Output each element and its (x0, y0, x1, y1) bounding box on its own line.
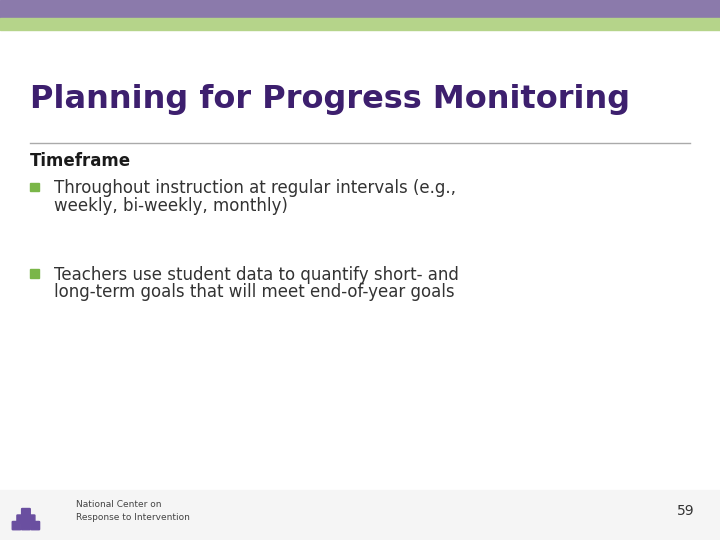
Bar (30, 183, 39, 191)
Text: Teachers use student data to quantify short- and: Teachers use student data to quantify sh… (54, 266, 459, 284)
Bar (0, 18, 720, 30)
Text: National Center on
Response to Intervention: National Center on Response to Intervent… (76, 500, 189, 522)
Bar (0, 0, 720, 18)
FancyBboxPatch shape (22, 522, 30, 530)
FancyBboxPatch shape (12, 522, 21, 530)
FancyBboxPatch shape (22, 509, 30, 517)
FancyBboxPatch shape (26, 515, 35, 523)
Bar (30, 269, 39, 278)
Text: Throughout instruction at regular intervals (e.g.,: Throughout instruction at regular interv… (54, 179, 456, 197)
Text: long-term goals that will meet end-of-year goals: long-term goals that will meet end-of-ye… (54, 283, 454, 301)
Text: Timeframe: Timeframe (30, 152, 131, 170)
Bar (0, 490, 720, 540)
Text: Planning for Progress Monitoring: Planning for Progress Monitoring (30, 84, 631, 114)
Text: weekly, bi-weekly, monthly): weekly, bi-weekly, monthly) (54, 197, 288, 214)
FancyBboxPatch shape (17, 515, 26, 523)
Text: 59: 59 (678, 504, 695, 518)
FancyBboxPatch shape (31, 522, 40, 530)
